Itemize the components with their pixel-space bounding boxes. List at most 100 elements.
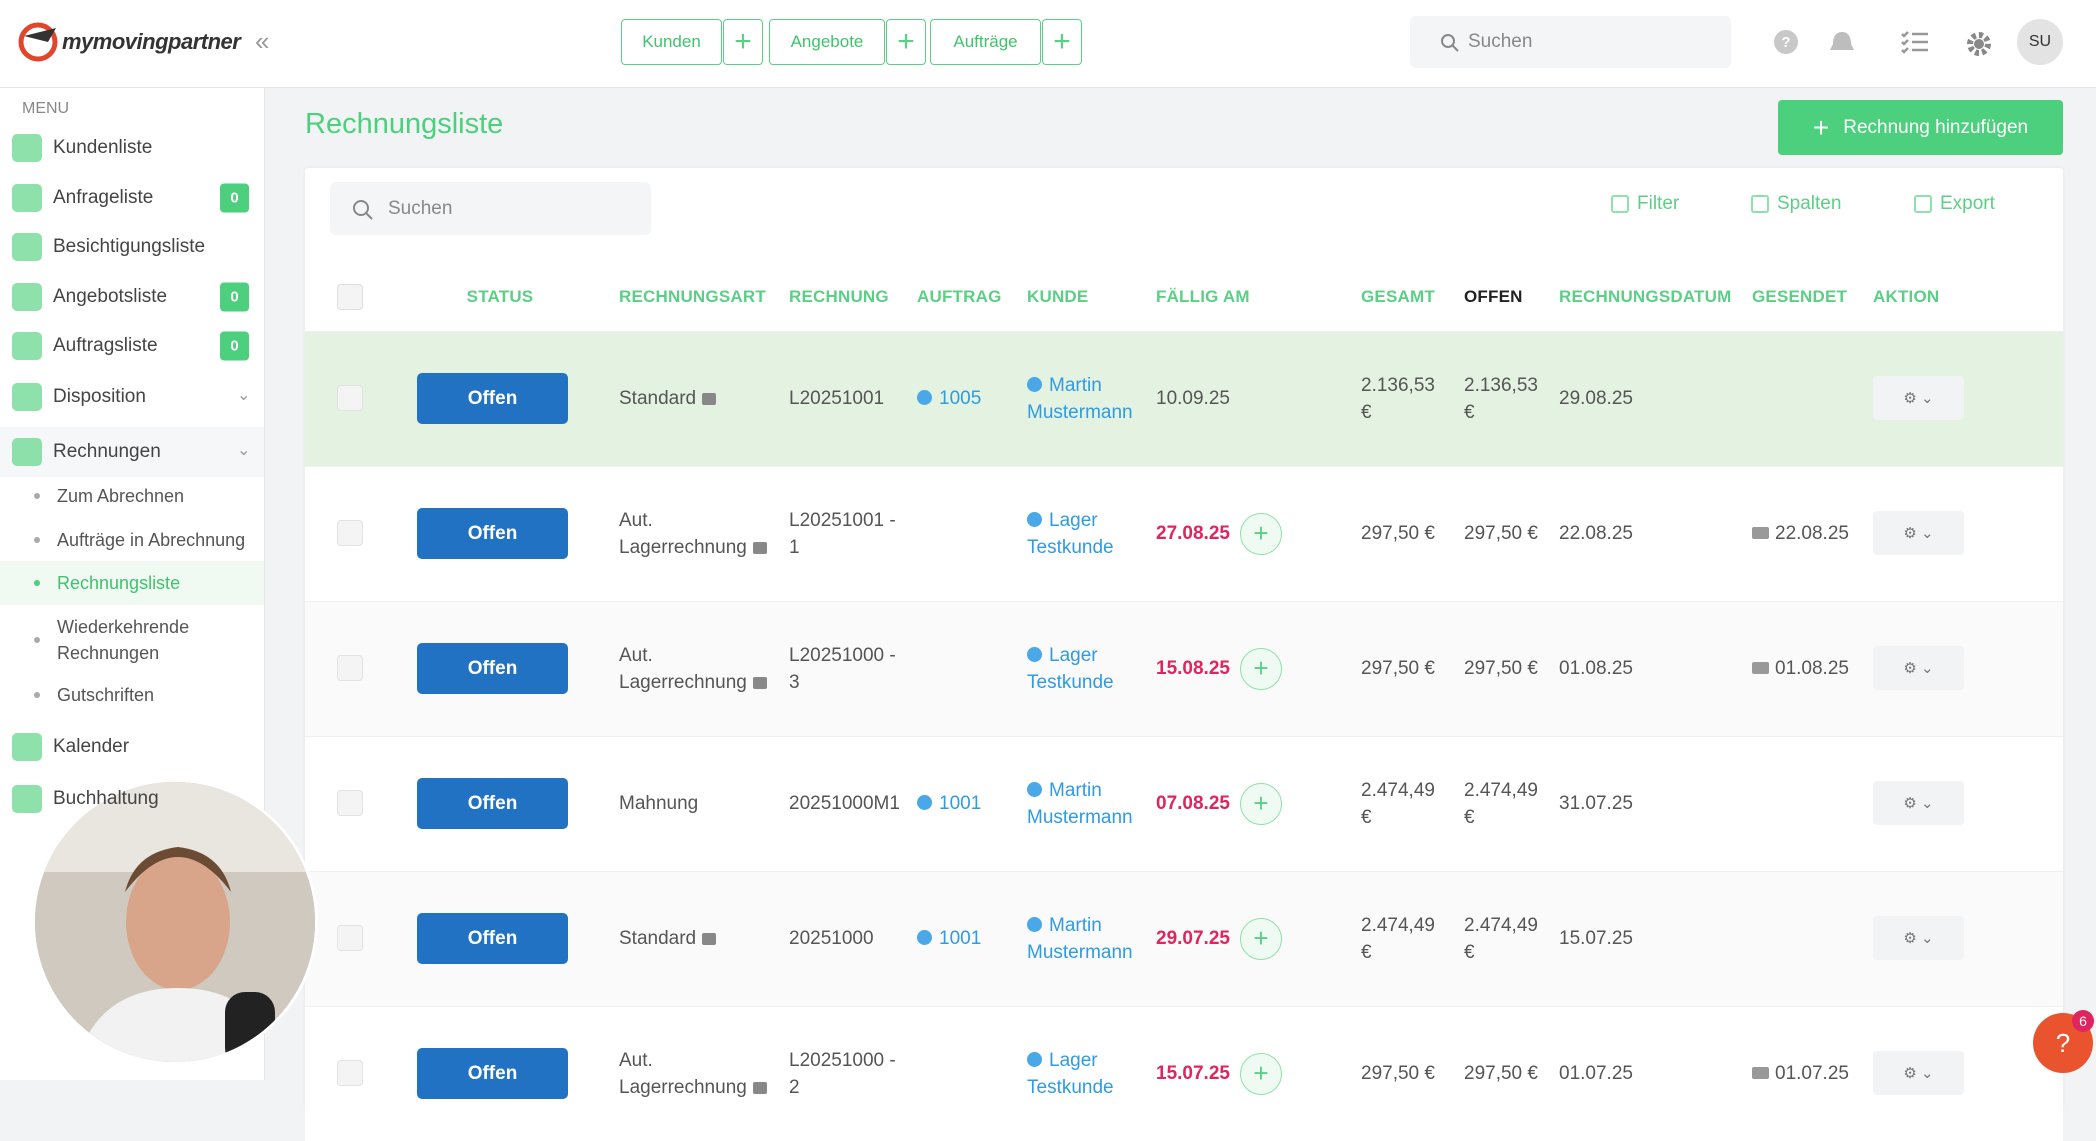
cell: L20251001: [789, 331, 904, 466]
invoice-number[interactable]: 20251000M1: [789, 793, 900, 814]
lock-icon: [702, 933, 717, 945]
global-search[interactable]: Suchen: [1410, 16, 1731, 68]
customer-link[interactable]: Lager Testkunde: [1027, 644, 1114, 693]
reminder-add-button[interactable]: +: [1239, 1052, 1282, 1095]
nav-button[interactable]: Aufträge: [930, 19, 1041, 65]
add-invoice-label: Rechnung hinzufügen: [1843, 116, 2029, 138]
invoice-number[interactable]: L20251000 - 2: [789, 1049, 896, 1098]
header-checkbox: [337, 284, 363, 310]
nav-add-button[interactable]: +: [723, 19, 763, 65]
column-header[interactable]: STATUS: [466, 287, 534, 306]
reminder-add-button[interactable]: +: [1239, 782, 1282, 825]
invoice-number[interactable]: L20251000 - 3: [789, 644, 896, 693]
column-header[interactable]: RECHNUNGSDATUM: [1559, 287, 1732, 306]
column-header[interactable]: RECHNUNGSART: [619, 287, 766, 306]
submenu-active-bg: [0, 561, 264, 605]
menu-item[interactable]: Anfrageliste: [53, 187, 154, 208]
action-button[interactable]: ⚙ ⌄: [1873, 1051, 1964, 1095]
order-link[interactable]: 1001: [939, 928, 982, 949]
column-header[interactable]: OFFEN: [1464, 287, 1523, 306]
submenu-item[interactable]: Aufträge in Abrechnung: [57, 530, 246, 550]
invoice-number[interactable]: 20251000: [789, 928, 874, 949]
status-button[interactable]: Offen: [417, 643, 568, 694]
row-checkbox[interactable]: [337, 385, 363, 411]
due-date: 10.09.25: [1156, 388, 1230, 409]
cell: 20251000: [789, 871, 904, 1006]
menu-item[interactable]: Kalender: [53, 736, 130, 757]
submenu-item[interactable]: Wiederkehrende Rechnungen: [57, 617, 190, 663]
column-header[interactable]: AKTION: [1873, 287, 1940, 306]
row-checkbox[interactable]: [337, 520, 363, 546]
action-button[interactable]: ⚙ ⌄: [1873, 646, 1964, 690]
submenu-item[interactable]: Rechnungsliste: [57, 573, 181, 593]
status-button[interactable]: Offen: [417, 508, 568, 559]
status-button[interactable]: Offen: [417, 778, 568, 829]
row-checkbox[interactable]: [337, 1060, 363, 1086]
menu-item[interactable]: Auftragsliste: [53, 335, 158, 356]
column-header[interactable]: FÄLLIG AM: [1156, 287, 1250, 306]
nav-button[interactable]: Kunden: [621, 19, 722, 65]
cell: 15.08.25 +: [1156, 601, 1306, 736]
cell-content: Mahnung: [619, 790, 779, 817]
table-tool[interactable]: Filter: [1611, 193, 1679, 215]
status-button[interactable]: Offen: [417, 913, 568, 964]
total-amount: 2.136,53 €: [1361, 374, 1435, 423]
submenu-dot: [34, 493, 40, 499]
webcam-overlay: [32, 779, 318, 1065]
reminder-add-button[interactable]: +: [1239, 647, 1282, 690]
top-bar: mymovingpartner « Suchen ? SU Kunden + Ang…: [0, 0, 2096, 88]
menu-item[interactable]: Kundenliste: [53, 137, 153, 158]
menu-item[interactable]: Disposition: [53, 386, 146, 407]
submenu-item[interactable]: Zum Abrechnen: [57, 486, 185, 506]
row-checkbox[interactable]: [337, 655, 363, 681]
submenu-dot: [34, 537, 40, 543]
column-header[interactable]: KUNDE: [1027, 287, 1089, 306]
cell-content: 297,50 €: [1464, 655, 1552, 682]
action-button[interactable]: ⚙ ⌄: [1873, 511, 1964, 555]
total-amount: 297,50 €: [1361, 658, 1435, 679]
table-search[interactable]: Suchen: [330, 182, 651, 235]
avatar[interactable]: SU: [2017, 19, 2063, 65]
menu-item[interactable]: Angebotsliste: [53, 286, 168, 307]
column-header[interactable]: GESAMT: [1361, 287, 1435, 306]
submenu-item[interactable]: Gutschriften: [57, 685, 155, 705]
invoice-type: Aut. Lagerrechnung: [619, 1049, 747, 1098]
order-link[interactable]: 1001: [939, 793, 982, 814]
cell-content: 10.09.25: [1156, 385, 1306, 412]
cell-content: 2.136,53 €: [1464, 372, 1552, 426]
menu-item[interactable]: Besichtigungsliste: [53, 236, 206, 257]
customer-link[interactable]: Martin Mustermann: [1027, 374, 1133, 423]
collapse-sidebar[interactable]: «: [255, 26, 270, 56]
table-tool[interactable]: Spalten: [1751, 193, 1841, 215]
column-header[interactable]: AUFTRAG: [917, 287, 1002, 306]
reminder-add-button[interactable]: +: [1239, 917, 1282, 960]
nav-add-button[interactable]: +: [886, 19, 926, 65]
row-checkbox[interactable]: [337, 790, 363, 816]
status-button[interactable]: Offen: [417, 1048, 568, 1099]
svg-text:?: ?: [1781, 34, 1790, 51]
invoice-number[interactable]: L20251001: [789, 388, 885, 409]
nav-add-button[interactable]: +: [1042, 19, 1082, 65]
table-tool[interactable]: Export: [1914, 193, 1995, 215]
nav-button[interactable]: Angebote: [769, 19, 885, 65]
customer-link[interactable]: Martin Mustermann: [1027, 914, 1133, 963]
order-link[interactable]: 1005: [939, 388, 982, 409]
status-button[interactable]: Offen: [417, 373, 568, 424]
due-date: 29.07.25: [1156, 928, 1230, 949]
total-amount: 297,50 €: [1361, 523, 1435, 544]
add-invoice-button[interactable]: + Rechnung hinzufügen: [1778, 100, 2063, 155]
column-header[interactable]: GESENDET: [1752, 287, 1848, 306]
action-button[interactable]: ⚙ ⌄: [1873, 916, 1964, 960]
menu-icon: [12, 332, 42, 360]
action-button[interactable]: ⚙ ⌄: [1873, 781, 1964, 825]
menu-item[interactable]: Buchhaltung: [53, 788, 159, 809]
customer-link[interactable]: Martin Mustermann: [1027, 779, 1133, 828]
cell: 07.08.25 +: [1156, 736, 1306, 871]
reminder-add-button[interactable]: +: [1239, 512, 1282, 555]
menu-item[interactable]: Rechnungen: [53, 441, 161, 462]
action-button[interactable]: ⚙ ⌄: [1873, 376, 1964, 420]
invoice-number[interactable]: L20251001 - 1: [789, 509, 896, 558]
customer-link[interactable]: Lager Testkunde: [1027, 509, 1114, 558]
row-checkbox[interactable]: [337, 925, 363, 951]
column-header[interactable]: RECHNUNG: [789, 287, 889, 306]
